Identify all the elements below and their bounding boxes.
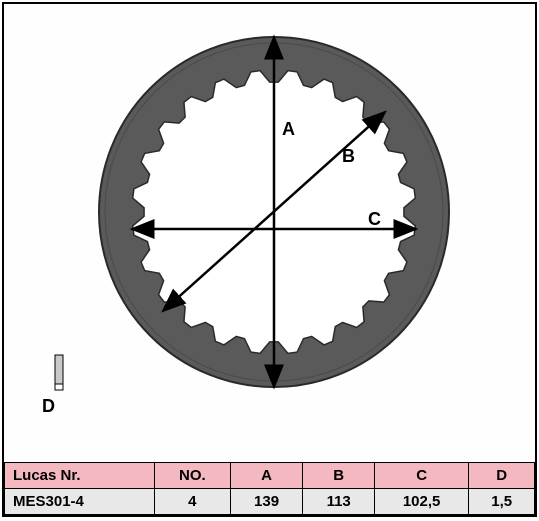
- spec-table: Lucas Nr. NO. A B C D MES301-4 4 139 113…: [4, 462, 535, 515]
- cell-a: 139: [230, 489, 303, 515]
- cell-c: 102,5: [374, 489, 469, 515]
- table-row: MES301-4 4 139 113 102,5 1,5: [5, 489, 535, 515]
- label-a: A: [282, 119, 295, 140]
- header-lucas: Lucas Nr.: [5, 463, 155, 489]
- header-d: D: [469, 463, 535, 489]
- label-b: B: [342, 146, 355, 167]
- header-a: A: [230, 463, 303, 489]
- cell-d: 1,5: [469, 489, 535, 515]
- header-c: C: [374, 463, 469, 489]
- label-d: D: [42, 396, 55, 417]
- d-thickness-icon: [54, 354, 66, 399]
- header-b: B: [303, 463, 374, 489]
- label-c: C: [368, 209, 381, 230]
- cell-lucas: MES301-4: [5, 489, 155, 515]
- header-no: NO.: [155, 463, 231, 489]
- cell-b: 113: [303, 489, 374, 515]
- cell-no: 4: [155, 489, 231, 515]
